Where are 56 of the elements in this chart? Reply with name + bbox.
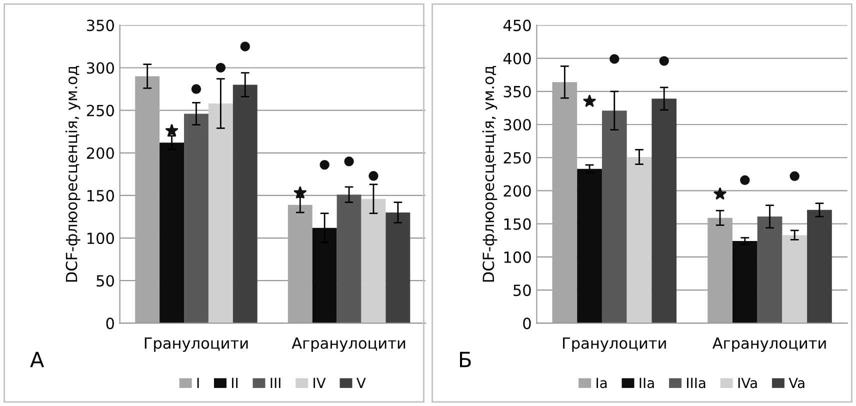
y-tick-label: 300 [504,118,531,131]
y-tick-label: 250 [504,152,531,164]
legend-label: IIa [640,378,654,388]
bar [160,142,184,324]
x-tick-label: Гранулоцити [144,338,248,352]
y-tick-label: 450 [503,20,531,32]
legend-label: III [270,378,280,388]
y-tick-label: 50 [514,284,531,296]
bar [232,84,258,324]
text: Б [460,352,471,368]
legend-label: IIIa [687,378,706,388]
x-tick-label: Агранулоцити [292,338,406,352]
y-tick-label: 0 [523,318,531,330]
y-axis-title: DCF-флюоресценція, ум.од [482,66,498,282]
y-tick-label: 100 [87,232,114,244]
legend-label: II [232,378,238,388]
bar [807,210,832,324]
y-tick-label: 150 [504,218,531,230]
legend-label: Va [788,378,804,388]
bar [208,104,233,324]
bar [782,235,808,324]
y-tick-label: 200 [86,147,114,159]
y-tick-label: 100 [504,251,531,263]
y-tick-label: 200 [504,185,531,197]
legend-label: V [356,378,366,388]
bar [184,114,208,324]
bar [336,194,362,324]
bar [552,82,578,324]
bar [361,198,386,324]
bar [732,241,758,324]
bar [135,76,160,324]
bar [757,216,782,324]
y-tick-label: 250 [86,104,114,116]
bar [626,156,652,324]
bar [288,204,312,324]
legend-label: Ia [596,378,607,388]
legend-label: IVa [738,378,757,388]
bar [386,212,410,324]
x-tick-label: Гранулоцити [563,338,666,352]
legend-label: IV [314,378,326,388]
bar [602,110,627,324]
y-tick-label: 0 [106,318,114,330]
y-tick-label: 50 [96,275,114,287]
y-tick-label: 350 [504,86,531,98]
y-tick-label: 350 [86,20,114,32]
y-axis-title: DCF-флюоресценція, ум.од [65,66,80,282]
x-tick-label: Агранулоцити [712,338,826,352]
legend-label: I [197,378,199,388]
bar [312,228,337,324]
y-tick-label: 400 [503,52,531,64]
bar [708,218,732,324]
bar [652,98,677,324]
y-tick-label: 150 [87,190,114,202]
text: А [30,352,44,368]
bar [577,168,602,324]
y-tick-label: 300 [86,62,114,74]
